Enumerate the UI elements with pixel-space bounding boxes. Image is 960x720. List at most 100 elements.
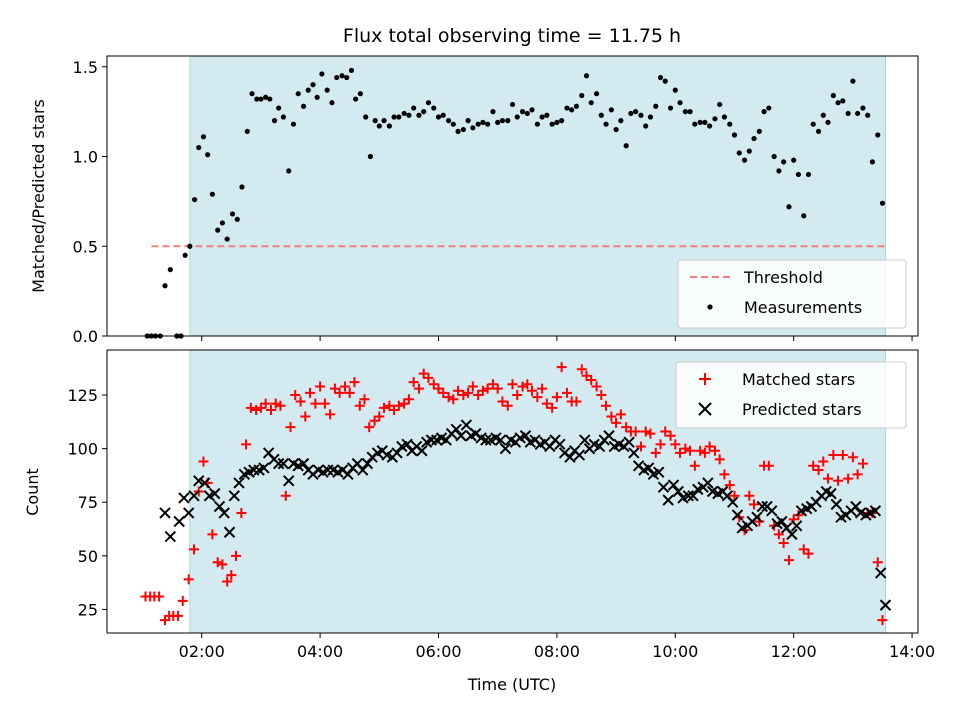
data-point bbox=[638, 112, 644, 118]
data-point bbox=[756, 500, 769, 513]
data-point bbox=[310, 82, 316, 88]
data-point bbox=[707, 123, 713, 129]
data-point bbox=[830, 92, 836, 99]
legend-matched-label: Matched stars bbox=[742, 370, 855, 389]
data-point bbox=[359, 394, 370, 405]
y-tick-label: 75 bbox=[78, 493, 98, 512]
data-point bbox=[353, 96, 359, 102]
series-predicted-stars bbox=[159, 419, 892, 611]
data-point bbox=[583, 73, 590, 79]
data-point bbox=[241, 439, 252, 450]
data-point bbox=[586, 375, 597, 386]
data-point bbox=[704, 441, 715, 452]
plot-frame bbox=[106, 55, 919, 337]
data-point bbox=[258, 96, 264, 102]
data-point bbox=[714, 454, 725, 465]
data-point bbox=[628, 110, 634, 117]
data-point bbox=[724, 480, 735, 491]
data-point bbox=[571, 396, 582, 407]
data-point bbox=[480, 434, 492, 446]
data-point bbox=[416, 445, 428, 457]
y-tick-label: 0.5 bbox=[73, 237, 98, 256]
data-point bbox=[249, 91, 255, 97]
data-point bbox=[519, 430, 532, 442]
data-point bbox=[509, 101, 516, 108]
data-point bbox=[329, 100, 335, 106]
data-point bbox=[391, 447, 403, 459]
data-point bbox=[689, 460, 700, 471]
data-point bbox=[178, 492, 190, 504]
data-point bbox=[588, 100, 594, 106]
data-point bbox=[778, 537, 789, 548]
data-point bbox=[618, 118, 624, 124]
data-point bbox=[751, 135, 757, 142]
data-point bbox=[300, 103, 307, 109]
data-point bbox=[845, 110, 851, 117]
y-tick-label: 1.5 bbox=[73, 58, 98, 77]
data-point bbox=[837, 450, 848, 461]
data-point bbox=[144, 333, 150, 339]
data-point bbox=[499, 118, 506, 124]
data-point bbox=[379, 402, 390, 413]
data-point bbox=[218, 507, 230, 519]
data-point bbox=[438, 387, 449, 398]
data-point bbox=[667, 479, 680, 491]
data-point bbox=[272, 457, 285, 470]
data-point bbox=[559, 118, 565, 124]
data-point bbox=[334, 74, 340, 81]
data-point bbox=[440, 112, 446, 118]
data-point bbox=[601, 400, 612, 411]
data-point bbox=[697, 119, 703, 126]
data-point bbox=[608, 107, 614, 113]
data-point bbox=[465, 118, 471, 124]
top-y-axis-label: Matched/Predicted stars bbox=[29, 99, 48, 293]
data-point bbox=[840, 98, 846, 104]
data-point bbox=[505, 118, 511, 124]
data-point bbox=[640, 426, 651, 437]
data-point bbox=[736, 150, 742, 156]
top-legend-box bbox=[677, 259, 907, 329]
data-point bbox=[188, 490, 200, 502]
data-point bbox=[475, 121, 481, 127]
data-point bbox=[349, 377, 360, 388]
data-point bbox=[154, 591, 165, 602]
data-point bbox=[244, 128, 250, 134]
data-point bbox=[665, 430, 676, 441]
data-point bbox=[623, 436, 635, 448]
plot-frame bbox=[106, 349, 919, 634]
data-point bbox=[403, 394, 414, 405]
data-point bbox=[423, 372, 434, 383]
data-point bbox=[522, 379, 533, 390]
data-point bbox=[561, 387, 572, 398]
data-point bbox=[761, 109, 767, 115]
data-point bbox=[448, 394, 459, 405]
data-point bbox=[416, 112, 422, 118]
data-point bbox=[869, 505, 882, 517]
data-point bbox=[305, 387, 316, 398]
data-point bbox=[260, 398, 271, 409]
data-point bbox=[277, 457, 290, 470]
data-point bbox=[650, 447, 661, 458]
data-point bbox=[507, 379, 518, 390]
data-point bbox=[228, 490, 240, 502]
data-point bbox=[682, 109, 688, 115]
data-point bbox=[325, 409, 336, 420]
data-point bbox=[275, 400, 286, 411]
data-point bbox=[554, 438, 566, 451]
y-tick-label: 1.0 bbox=[73, 148, 98, 167]
data-point bbox=[233, 477, 245, 489]
bottom-legend: Matched stars Predicted stars bbox=[675, 361, 907, 429]
data-point bbox=[361, 457, 374, 470]
data-point bbox=[645, 428, 656, 439]
data-point bbox=[606, 411, 617, 422]
data-point bbox=[642, 462, 655, 474]
data-point bbox=[603, 121, 609, 127]
data-point bbox=[167, 266, 173, 273]
data-point bbox=[367, 153, 374, 160]
y-tick-label: 125 bbox=[67, 386, 98, 405]
data-point bbox=[229, 211, 236, 217]
data-point bbox=[189, 544, 200, 555]
data-point bbox=[514, 114, 520, 120]
data-point bbox=[786, 204, 792, 210]
data-point bbox=[719, 469, 730, 480]
